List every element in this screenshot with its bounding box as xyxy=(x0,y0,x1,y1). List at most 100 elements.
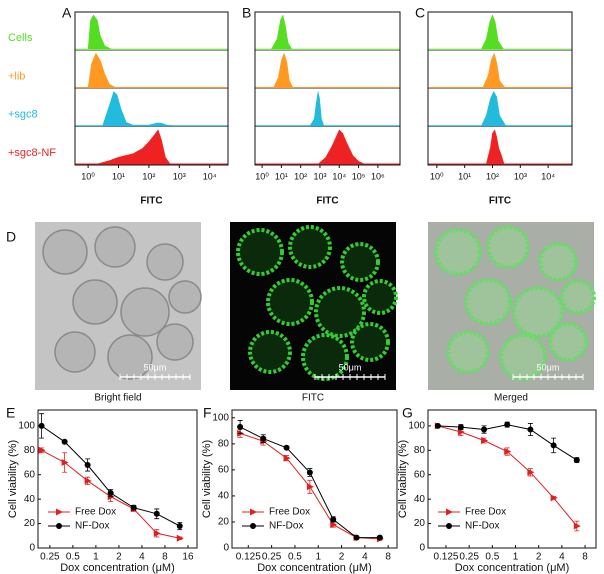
marker xyxy=(130,504,137,511)
x-tick-label: 4 xyxy=(139,552,145,563)
image-caption: Bright field xyxy=(94,393,141,404)
x-tick-label: 10² xyxy=(486,171,499,181)
histogram xyxy=(97,129,171,165)
marker xyxy=(550,494,558,502)
x-tick-label: 10¹ xyxy=(275,171,288,181)
x-tick-label: 10⁶ xyxy=(371,171,385,181)
marker xyxy=(434,422,441,429)
cell xyxy=(54,331,96,373)
legend-label: NF-Dox xyxy=(465,521,499,532)
cell xyxy=(464,278,512,326)
cell xyxy=(499,333,547,381)
x-tick-label: 1 xyxy=(93,552,99,563)
x-tick-label: 10² xyxy=(142,171,155,181)
image-caption: Merged xyxy=(494,393,528,404)
x-tick-label: 4 xyxy=(559,552,565,563)
series-line xyxy=(437,425,578,527)
marker xyxy=(237,423,244,430)
scale-label: 50μm xyxy=(144,362,167,372)
marker xyxy=(550,442,557,449)
x-tick-label: 2 xyxy=(339,552,345,563)
x-tick-label: 4 xyxy=(362,552,368,563)
x-tick-label: 10⁴ xyxy=(332,171,346,181)
y-tick-label: 20 xyxy=(24,518,36,529)
x-tick-label: 2 xyxy=(116,552,122,563)
cell xyxy=(560,279,596,315)
x-tick-label: 2 xyxy=(536,552,542,563)
y-tick-label: 0 xyxy=(419,543,425,554)
x-tick-label: 1 xyxy=(513,552,519,563)
y-tick-label: 60 xyxy=(218,465,230,476)
histogram xyxy=(482,52,506,88)
marker xyxy=(527,426,534,433)
x-tick-label: 0.25 xyxy=(40,552,60,563)
panel-label: E xyxy=(6,405,15,421)
x-tick-label: 10⁴ xyxy=(541,171,555,181)
cell xyxy=(156,323,194,361)
cell xyxy=(42,229,88,275)
plot-frame xyxy=(74,11,229,166)
x-tick-label: 1 xyxy=(315,552,321,563)
y-tick-label: 40 xyxy=(24,494,36,505)
x-tick-label: 10³ xyxy=(173,171,186,181)
x-tick-label: 10⁴ xyxy=(203,171,217,181)
marker xyxy=(306,483,314,491)
cell xyxy=(146,243,184,281)
y-tick-label: 40 xyxy=(414,494,426,505)
y-tick-label: 100 xyxy=(212,412,229,423)
legend-label: Free Dox xyxy=(269,507,310,518)
y-axis-label: Cell viability (%) xyxy=(397,440,409,518)
y-tick-label: 40 xyxy=(218,491,230,502)
cell xyxy=(94,226,136,268)
x-tick-label: 0.5 xyxy=(288,552,302,563)
x-tick-label: 10⁰ xyxy=(430,171,444,181)
x-tick-label: 8 xyxy=(582,552,588,563)
x-tick-label: 10³ xyxy=(514,171,527,181)
plot-frame xyxy=(231,409,398,549)
x-tick-label: 10³ xyxy=(313,171,326,181)
cell xyxy=(120,287,170,337)
panel-label: A xyxy=(62,5,72,21)
marker xyxy=(457,428,465,436)
y-tick-label: 0 xyxy=(223,543,229,554)
marker xyxy=(38,422,45,429)
row-label: +sgc8-NF xyxy=(8,147,56,159)
marker xyxy=(330,516,337,523)
panel-label: C xyxy=(415,5,425,21)
marker xyxy=(61,459,69,467)
x-axis-label: FITC xyxy=(316,196,338,207)
x-tick-label: 0.25 xyxy=(459,552,479,563)
marker xyxy=(457,424,464,431)
marker xyxy=(107,490,114,497)
cell xyxy=(72,279,118,325)
row-label: +lib xyxy=(8,70,25,82)
marker xyxy=(481,437,489,445)
y-tick-label: 100 xyxy=(18,421,35,432)
histogram xyxy=(481,90,507,127)
marker xyxy=(330,521,338,529)
x-tick-label: 0.125 xyxy=(433,552,458,563)
y-axis-label: Cell viability (%) xyxy=(201,440,213,518)
histogram xyxy=(87,14,112,50)
marker xyxy=(573,457,580,464)
cell xyxy=(107,334,153,380)
marker xyxy=(353,534,360,541)
x-axis-label: Dox concentration (μM) xyxy=(257,562,372,574)
marker xyxy=(573,522,581,530)
row-label: Cells xyxy=(8,32,33,44)
cell xyxy=(362,279,398,315)
x-tick-label: 0.5 xyxy=(66,552,80,563)
cell xyxy=(548,322,588,362)
y-tick-label: 80 xyxy=(414,445,426,456)
x-axis-label: FITC xyxy=(140,196,162,207)
marker xyxy=(84,477,92,485)
histogram xyxy=(485,129,505,165)
cell xyxy=(434,228,482,276)
plot-frame xyxy=(427,11,573,166)
x-tick-label: 10² xyxy=(294,171,307,181)
marker xyxy=(306,469,313,476)
histogram xyxy=(273,52,294,88)
y-tick-label: 80 xyxy=(24,445,36,456)
cell xyxy=(486,225,530,269)
